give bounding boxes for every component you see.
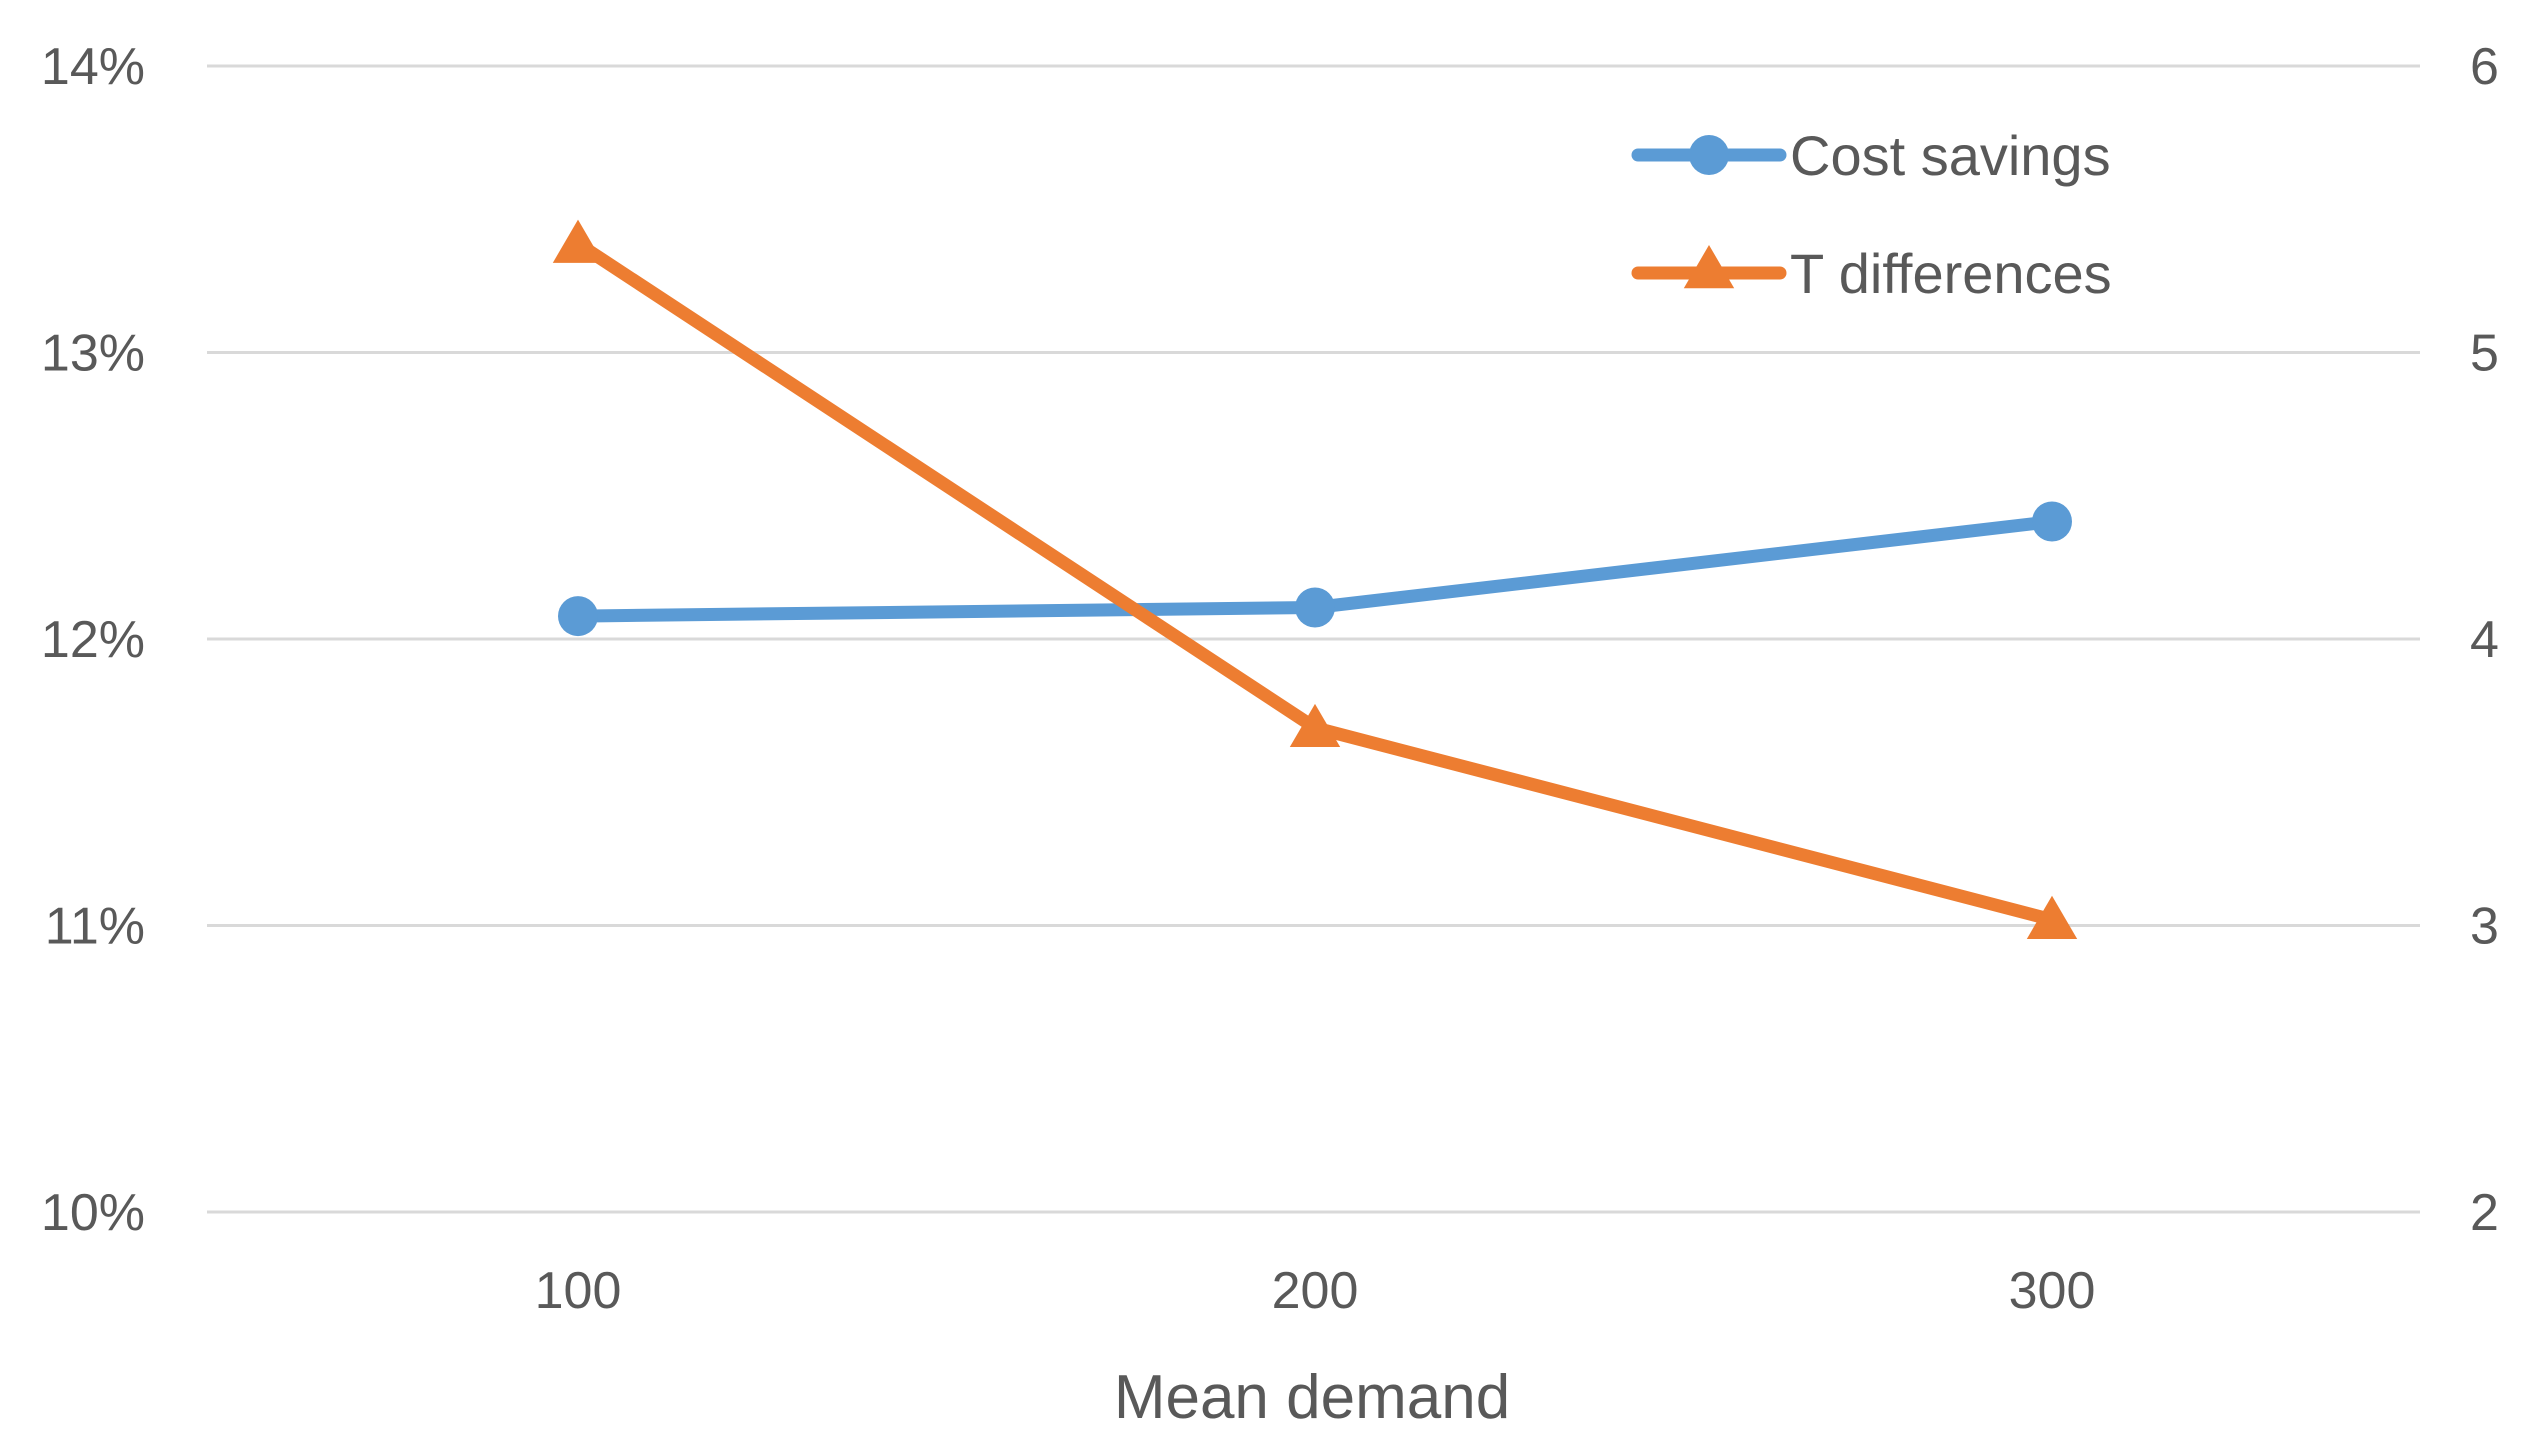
right-tick-label: 4 bbox=[2470, 611, 2499, 669]
x-tick-label: 300 bbox=[2009, 1262, 2096, 1320]
left-tick-label: 14% bbox=[41, 38, 145, 96]
left-axis-ticks: 10% 11% 12% 13% 14% bbox=[41, 38, 145, 1242]
left-tick-label: 13% bbox=[41, 325, 145, 383]
right-tick-label: 6 bbox=[2470, 38, 2499, 96]
cost-savings-point bbox=[558, 596, 598, 637]
cost-savings-point bbox=[1295, 587, 1335, 628]
t-differences-line bbox=[571, 237, 2059, 927]
series-layer bbox=[552, 219, 2078, 939]
x-tick-label: 200 bbox=[1272, 1262, 1359, 1320]
right-tick-label: 2 bbox=[2470, 1184, 2499, 1242]
right-tick-label: 3 bbox=[2470, 898, 2499, 956]
x-tick-label: 100 bbox=[535, 1262, 622, 1320]
t-differences-point bbox=[552, 219, 604, 263]
x-axis-title: Mean demand bbox=[1114, 1363, 1510, 1432]
left-tick-label: 10% bbox=[41, 1184, 145, 1242]
right-tick-label: 5 bbox=[2470, 325, 2499, 383]
legend: Cost savings T differences bbox=[1631, 124, 2112, 305]
t-differences-point bbox=[1289, 703, 1341, 748]
x-axis-ticks: 100 200 300 bbox=[535, 1262, 2096, 1320]
right-axis-ticks: 2 3 4 5 6 bbox=[2470, 38, 2499, 1242]
legend-marker-t-differences bbox=[1683, 245, 1735, 289]
legend-label-t-differences: T differences bbox=[1790, 242, 2112, 305]
left-tick-label: 12% bbox=[41, 611, 145, 669]
legend-marker-cost-savings bbox=[1689, 135, 1729, 175]
cost-savings-point bbox=[2032, 501, 2072, 542]
t-differences-point bbox=[2026, 895, 2078, 939]
gridlines bbox=[207, 64, 2420, 1214]
left-tick-label: 11% bbox=[45, 898, 145, 956]
legend-label-cost-savings: Cost savings bbox=[1790, 124, 2111, 187]
